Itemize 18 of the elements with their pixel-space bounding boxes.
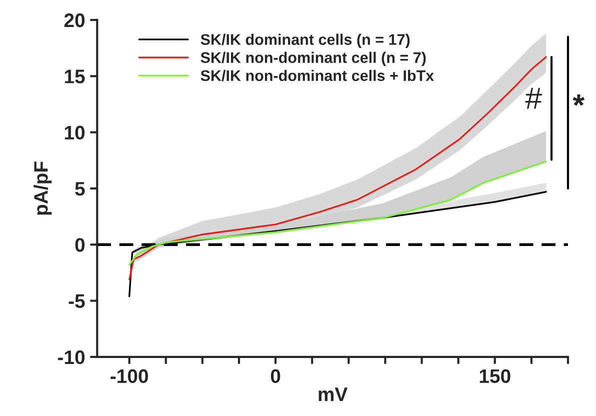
legend-label: SK/IK non-dominant cells + IbTx <box>200 70 434 82</box>
legend-label: SK/IK non-dominant cell (n = 7) <box>200 52 426 66</box>
y-tick-label: -10 <box>58 350 85 364</box>
y-axis-title: pA/pF <box>34 162 52 215</box>
y-tick-label: 10 <box>64 126 85 140</box>
annotation: # <box>525 88 542 109</box>
y-tick-label: 20 <box>64 13 85 28</box>
y-tick-label: 0 <box>75 238 85 252</box>
y-tick-label: 5 <box>75 182 85 196</box>
y-tick-label: -5 <box>68 294 85 308</box>
text: * <box>572 94 585 106</box>
legend-label: SK/IK dominant cells (n = 17) <box>200 34 410 48</box>
x-tick-label: -100 <box>110 369 148 384</box>
x-tick-label: 0 <box>270 369 280 384</box>
x-axis-title: mV <box>318 388 348 401</box>
y-tick-label: 15 <box>64 70 85 84</box>
x-tick-label: 150 <box>480 369 510 384</box>
line-series <box>128 160 547 266</box>
